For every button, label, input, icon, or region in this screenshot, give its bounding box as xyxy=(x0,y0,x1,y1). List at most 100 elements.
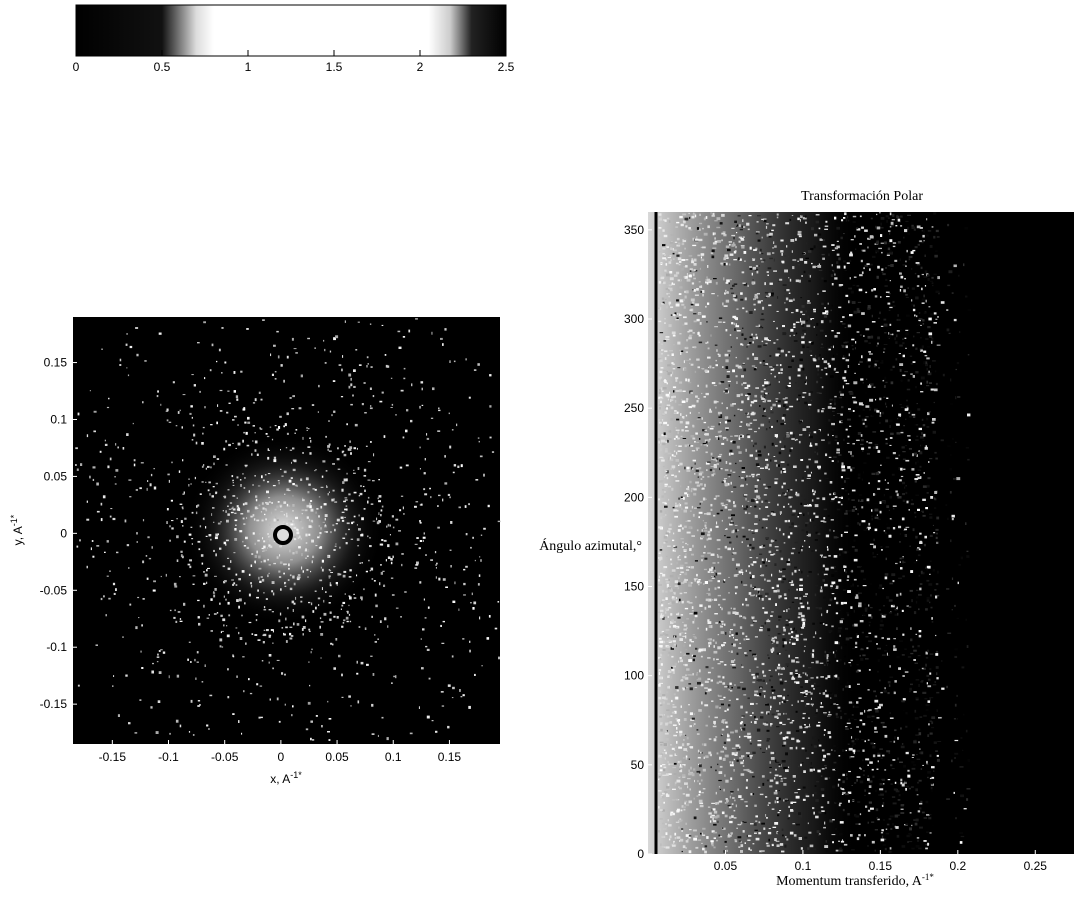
speckle xyxy=(904,671,909,673)
speckle xyxy=(708,751,712,755)
speckle xyxy=(822,257,825,260)
speckle xyxy=(858,834,861,837)
speckle xyxy=(883,344,888,345)
speckle xyxy=(949,468,952,471)
speckle xyxy=(815,433,817,435)
speckle xyxy=(894,613,899,616)
speckle xyxy=(889,582,894,585)
speckle xyxy=(688,382,692,384)
speckle xyxy=(919,541,923,544)
speckle xyxy=(866,360,868,363)
speckle xyxy=(673,373,675,376)
speckle xyxy=(946,328,950,332)
speckle xyxy=(356,672,359,675)
speckle xyxy=(794,566,798,569)
speckle xyxy=(754,268,759,271)
speckle xyxy=(99,450,102,453)
speckle xyxy=(213,613,217,615)
speckle xyxy=(897,314,899,317)
speckle xyxy=(419,405,421,409)
speckle xyxy=(866,449,870,451)
speckle xyxy=(888,309,891,311)
speckle xyxy=(696,507,701,509)
speckle xyxy=(256,453,259,456)
speckle xyxy=(667,615,669,618)
speckle xyxy=(798,394,802,397)
speckle xyxy=(898,454,901,457)
speckle xyxy=(893,690,896,693)
speckle xyxy=(497,520,501,523)
speckle xyxy=(880,222,882,226)
speckle xyxy=(831,428,835,431)
speckle xyxy=(358,514,360,517)
speckle xyxy=(324,524,326,527)
speckle xyxy=(831,574,835,577)
speckle xyxy=(403,377,406,380)
speckle xyxy=(667,722,670,725)
speckle xyxy=(766,747,768,750)
speckle xyxy=(815,220,819,224)
speckle xyxy=(665,532,669,536)
speckle xyxy=(726,291,729,294)
speckle xyxy=(674,784,676,786)
speckle xyxy=(729,795,731,799)
speckle xyxy=(310,439,312,443)
speckle xyxy=(798,607,800,610)
speckle xyxy=(268,501,271,503)
speckle xyxy=(865,805,868,808)
speckle xyxy=(950,539,952,543)
speckle xyxy=(819,329,824,332)
speckle xyxy=(310,519,313,523)
speckle xyxy=(684,247,686,250)
speckle xyxy=(199,525,202,528)
speckle xyxy=(935,528,939,531)
speckle xyxy=(415,501,419,503)
speckle xyxy=(902,338,904,340)
speckle xyxy=(706,592,711,594)
speckle xyxy=(355,349,358,351)
speckle xyxy=(757,743,762,747)
speckle xyxy=(380,514,382,517)
speckle xyxy=(807,847,810,850)
speckle xyxy=(710,553,715,556)
speckle xyxy=(441,705,445,707)
speckle xyxy=(931,340,933,344)
speckle xyxy=(730,607,732,610)
speckle xyxy=(252,425,255,427)
speckle xyxy=(705,281,708,284)
speckle xyxy=(672,549,676,552)
speckle xyxy=(210,598,213,601)
speckle xyxy=(278,576,282,578)
speckle xyxy=(216,612,219,614)
speckle xyxy=(874,363,877,367)
speckle xyxy=(289,549,291,553)
speckle xyxy=(824,777,828,780)
speckle xyxy=(271,581,275,584)
speckle xyxy=(783,741,787,745)
speckle xyxy=(678,635,681,638)
speckle xyxy=(389,524,391,527)
speckle xyxy=(711,700,714,702)
speckle xyxy=(658,773,662,775)
speckle xyxy=(888,534,892,538)
speckle xyxy=(252,514,255,517)
speckle xyxy=(927,326,931,329)
speckle xyxy=(169,539,171,542)
speckle xyxy=(346,472,348,475)
speckle xyxy=(364,412,367,414)
speckle xyxy=(912,344,915,347)
speckle xyxy=(272,592,275,596)
speckle xyxy=(696,448,698,451)
speckle xyxy=(169,525,171,528)
speckle xyxy=(701,842,703,844)
speckle xyxy=(883,613,887,616)
speckle xyxy=(864,425,868,428)
speckle xyxy=(684,444,687,448)
speckle xyxy=(843,379,847,382)
speckle xyxy=(704,845,708,848)
speckle xyxy=(673,546,678,548)
speckle xyxy=(210,466,212,469)
speckle xyxy=(86,434,89,438)
speckle xyxy=(795,238,797,241)
speckle xyxy=(428,677,431,680)
